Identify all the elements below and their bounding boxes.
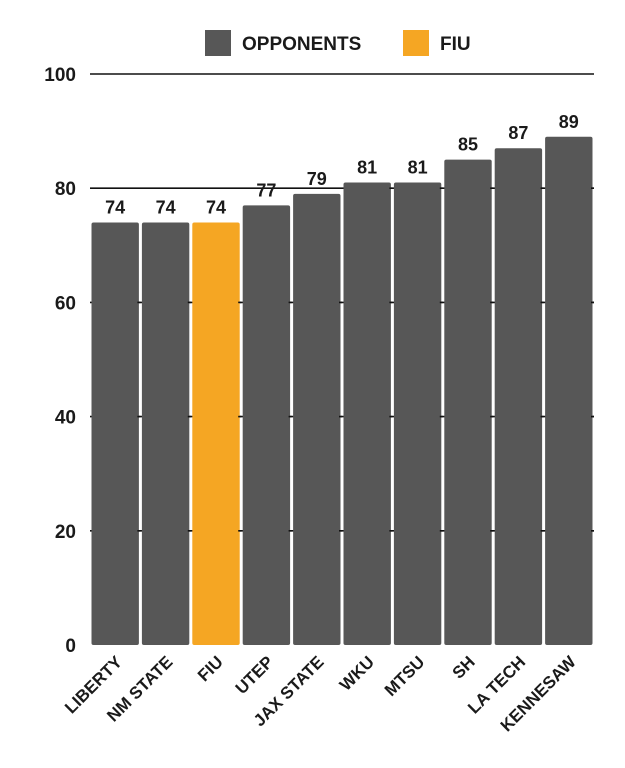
legend-swatch-opponents [205, 30, 231, 56]
bar-mtsu [393, 182, 442, 646]
legend: OPPONENTS FIU [205, 30, 471, 56]
value-label-jax-state: 79 [307, 169, 327, 189]
x-label-mtsu: MTSU [381, 652, 428, 699]
legend-label-opponents: OPPONENTS [242, 34, 361, 55]
value-label-mtsu: 81 [408, 157, 428, 177]
value-labels: 74 74 74 77 79 81 81 85 87 89 [105, 112, 579, 218]
value-label-sh: 85 [458, 135, 478, 155]
y-tick-label-20: 20 [55, 522, 76, 543]
legend-swatch-fiu [403, 30, 429, 56]
value-label-liberty: 74 [105, 197, 125, 217]
x-label-utep: UTEP [232, 652, 277, 697]
x-label-fiu: FIU [194, 652, 227, 685]
bar-fiu [192, 222, 240, 645]
y-tick-label-80: 80 [55, 179, 76, 200]
y-tick-label-60: 60 [55, 293, 76, 314]
value-label-la-tech: 87 [508, 123, 528, 143]
y-tick-label-40: 40 [55, 408, 76, 429]
x-label-wku: WKU [336, 652, 378, 694]
value-label-fiu: 74 [206, 197, 226, 217]
bar-jax-state [293, 193, 341, 645]
bar-liberty [91, 222, 139, 645]
x-label-sh: SH [449, 652, 479, 682]
y-tick-label-0: 0 [65, 636, 76, 657]
bar-la-tech [494, 148, 543, 646]
value-label-nm-state: 74 [156, 197, 176, 217]
bar-kennesaw [545, 136, 593, 645]
legend-label-fiu: FIU [440, 34, 471, 55]
y-axis-ticks: 0 20 40 60 80 100 [44, 65, 76, 657]
gridlines-overlay [137, 187, 594, 532]
value-label-kennesaw: 89 [559, 112, 579, 132]
bar-sh [444, 159, 492, 645]
bars [91, 136, 593, 646]
bar-nm-state [141, 222, 190, 645]
bar-wku [343, 182, 391, 646]
value-label-utep: 77 [256, 180, 276, 200]
y-tick-label-100: 100 [44, 65, 76, 86]
bar-utep [242, 205, 291, 645]
value-label-wku: 81 [357, 157, 377, 177]
